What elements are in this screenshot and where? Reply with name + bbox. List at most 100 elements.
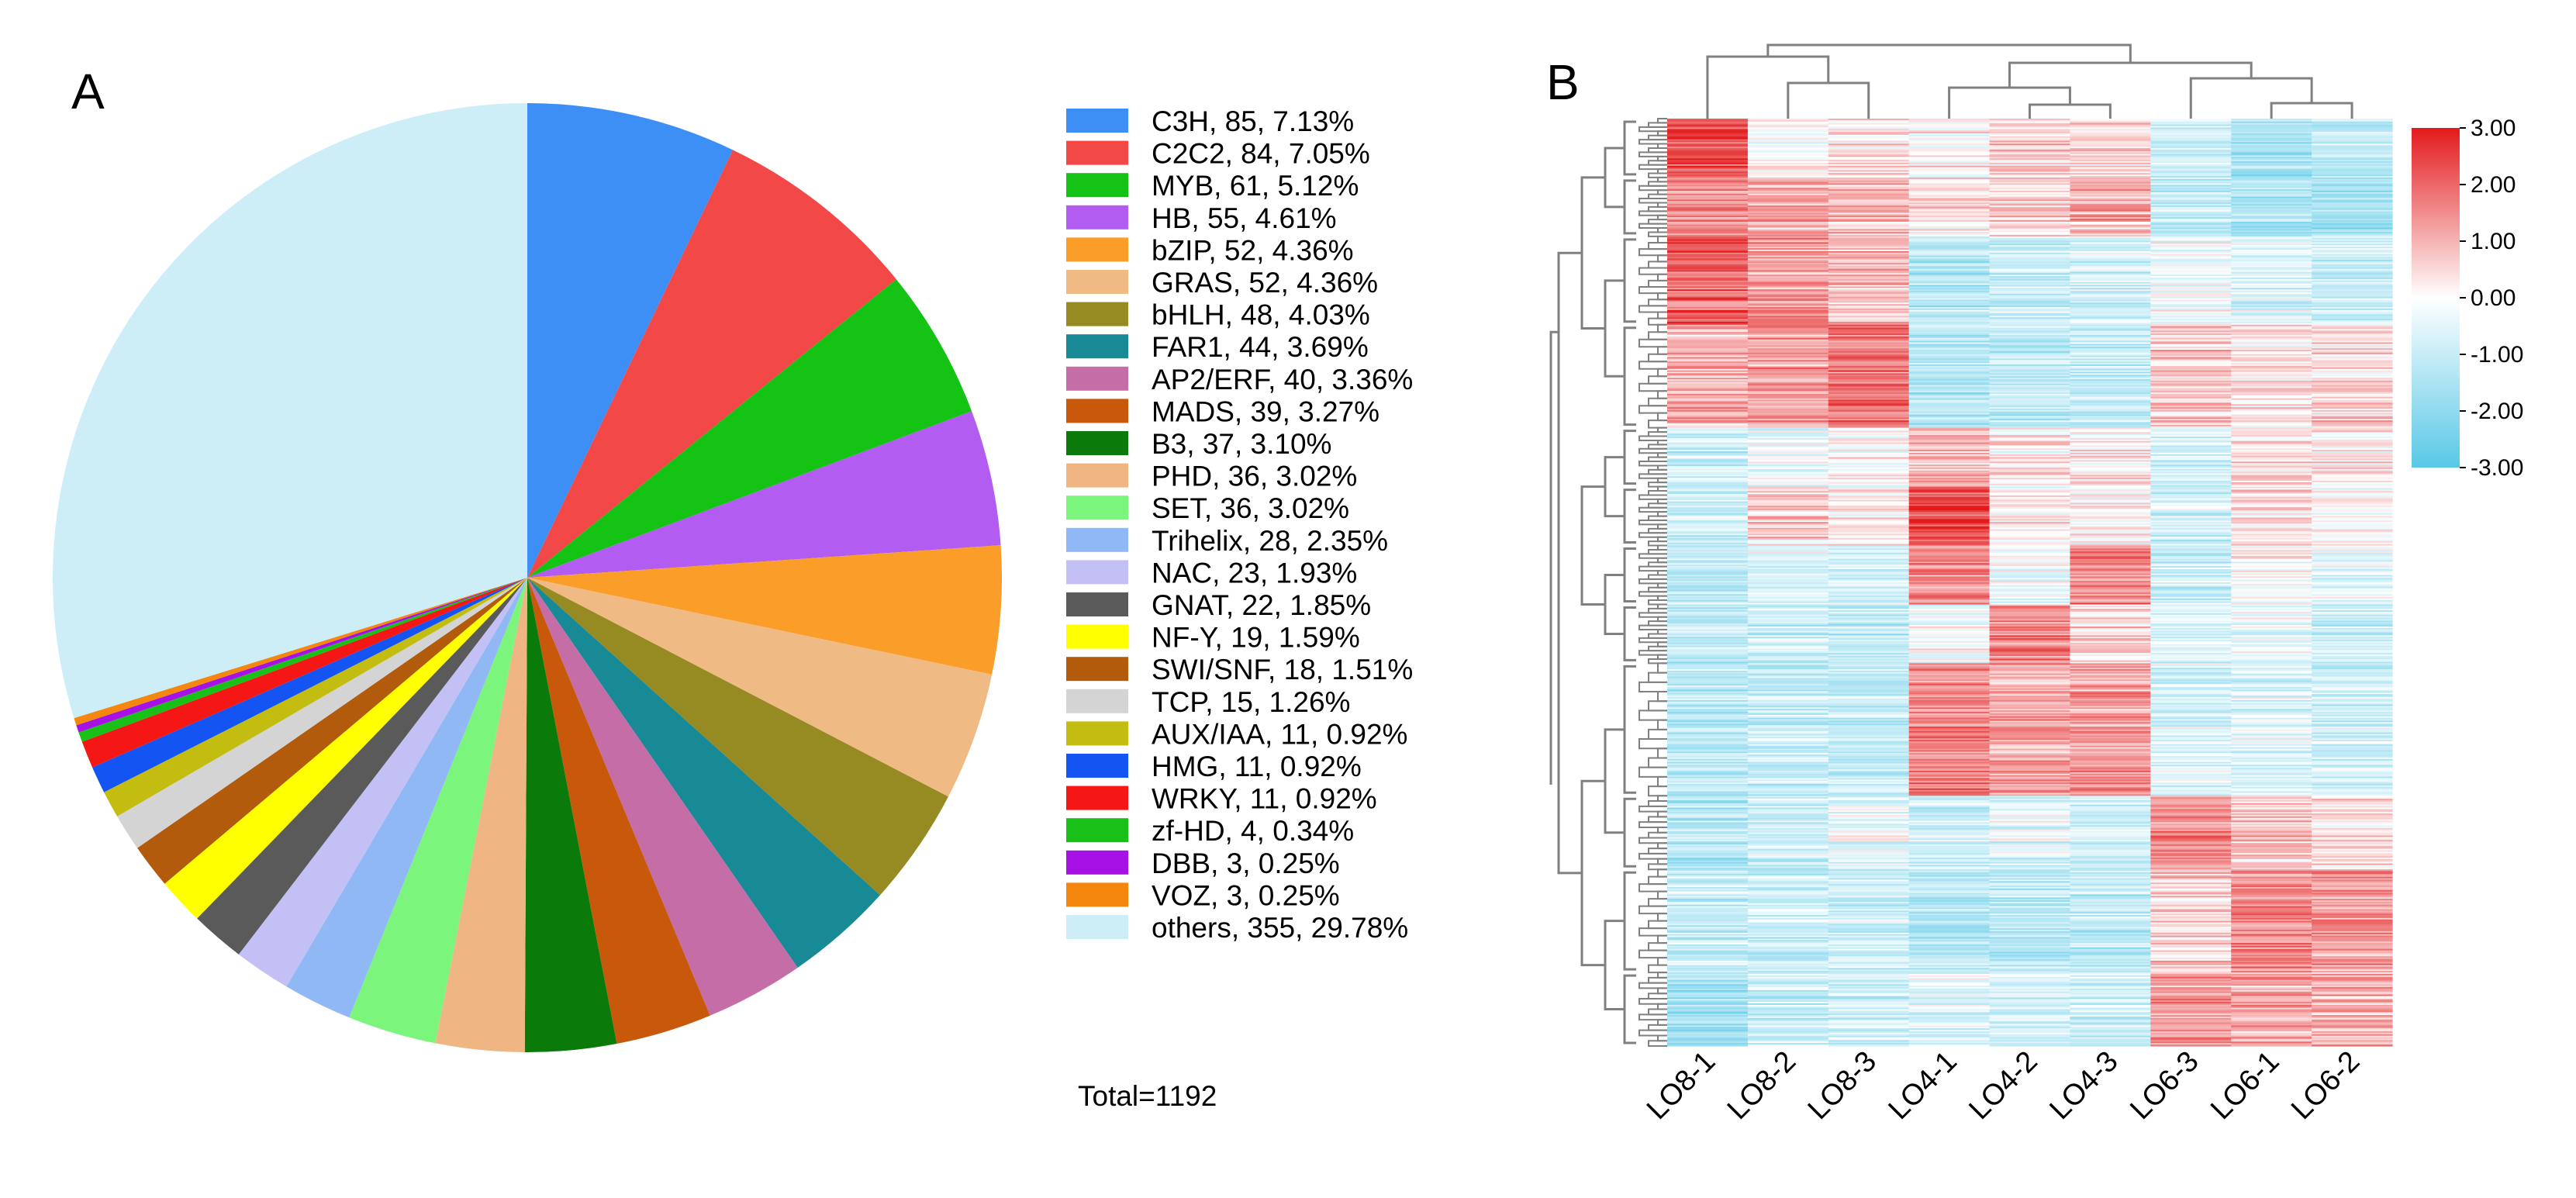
pie-slice-ap2-erf [527,578,798,1016]
heatmap-cell [1667,388,1749,390]
heatmap-cell [2231,278,2312,280]
heatmap-cell [2231,367,2312,370]
heatmap-cell [2312,558,2393,561]
heatmap-cell [1828,466,1910,468]
heatmap-cell [2231,876,2312,879]
heatmap-cell [2231,333,2312,336]
heatmap-cell [2070,205,2151,208]
legend-label: HB, 55, 4.61% [1152,202,1337,234]
heatmap-cell [1828,264,1910,267]
heatmap-cell [1908,907,1991,910]
heatmap-cell [1828,699,1910,703]
heatmap-cell [1747,495,1829,498]
heatmap-cell [2312,409,2393,413]
heatmap-cell [1989,281,2071,285]
heatmap-cell [2150,599,2232,602]
heatmap-cell [2150,820,2232,823]
heatmap-cell [1747,650,1829,652]
heatmap-cell [2070,915,2151,917]
heatmap-cell [1667,737,1749,739]
heatmap-cell [1667,766,1749,768]
heatmap-cell [2150,544,2232,547]
heatmap-cell [1989,663,2071,665]
heatmap-cell [2231,592,2312,595]
heatmap-cell [1667,401,1749,403]
heatmap-cell [1828,350,1910,352]
heatmap-cell [2150,678,2232,680]
heatmap-cell [1747,501,1829,504]
heatmap-cell [2070,910,2151,913]
heatmap-cell [2150,178,2232,181]
heatmap-cell [1667,583,1749,586]
heatmap-cell [1747,291,1829,293]
heatmap-cell [1667,689,1749,692]
heatmap-cell [2312,437,2393,439]
heatmap-cell [2312,317,2393,319]
heatmap-cell [2231,619,2312,621]
heatmap-cell [2070,404,2151,406]
heatmap-cell [2150,352,2232,355]
heatmap-cell [1908,570,1991,573]
heatmap-cell [2312,673,2393,676]
heatmap-cell [2070,799,2151,801]
heatmap-cell [2231,785,2312,788]
heatmap-cell [2312,199,2393,202]
heatmap-cell [2070,614,2151,617]
heatmap-cell [2312,625,2393,627]
heatmap-cell [2312,781,2393,783]
heatmap-cell [1989,742,2071,745]
pie-slice-others [53,103,528,719]
heatmap-cell [2231,433,2312,436]
legend-swatch [1066,915,1128,939]
heatmap-cell [1908,326,1991,329]
heatmap-cell [1747,573,1829,576]
heatmap-cell [1989,142,2071,144]
heatmap-cell [1989,791,2071,794]
heatmap-cell [2150,463,2232,465]
heatmap-cell [2070,681,2151,683]
heatmap-cell [1667,364,1749,367]
heatmap-cell [1747,206,1829,209]
heatmap-cell [1667,901,1749,904]
heatmap-cell [1747,703,1829,706]
heatmap-cell [1747,772,1829,775]
heatmap-cell [1747,529,1829,532]
heatmap-cell [1667,417,1749,419]
heatmap-cell [2312,230,2393,233]
heatmap-cell [1667,617,1749,620]
heatmap-cell [1667,626,1749,629]
heatmap-cell [2150,596,2232,598]
heatmap-cell [1667,317,1749,319]
heatmap-cell [2231,391,2312,393]
heatmap-cell [2231,601,2312,604]
heatmap-cell [1828,143,1910,146]
heatmap-cell [2150,810,2232,813]
heatmap-cell [1747,136,1829,139]
heatmap-cell [2312,502,2393,505]
heatmap-cell [1747,273,1829,275]
heatmap-cell [2312,803,2393,806]
heatmap-cell [2150,274,2232,277]
heatmap-cell [1908,807,1991,810]
heatmap-cell [2150,858,2232,860]
heatmap-cell [1828,289,1910,292]
heatmap-cell [1828,404,1910,406]
heatmap-cell [2312,178,2393,181]
heatmap-cell [2070,598,2151,601]
heatmap-cell [1908,635,1991,637]
heatmap-cell [1989,165,2071,168]
heatmap-cell [2312,522,2393,524]
heatmap-cell [1828,844,1910,847]
heatmap-cell [1908,799,1991,801]
heatmap-cell [2070,375,2151,377]
heatmap-cell [1989,296,2071,299]
heatmap-cell [1747,865,1829,867]
heatmap-cell [1828,470,1910,473]
heatmap-cell [2070,460,2151,462]
heatmap-cell [2150,575,2232,578]
heatmap-cell [1989,812,2071,814]
heatmap-cell [2231,648,2312,651]
heatmap-cell [1989,278,2071,280]
heatmap-cell [1747,258,1829,261]
heatmap-cell [1667,672,1749,675]
